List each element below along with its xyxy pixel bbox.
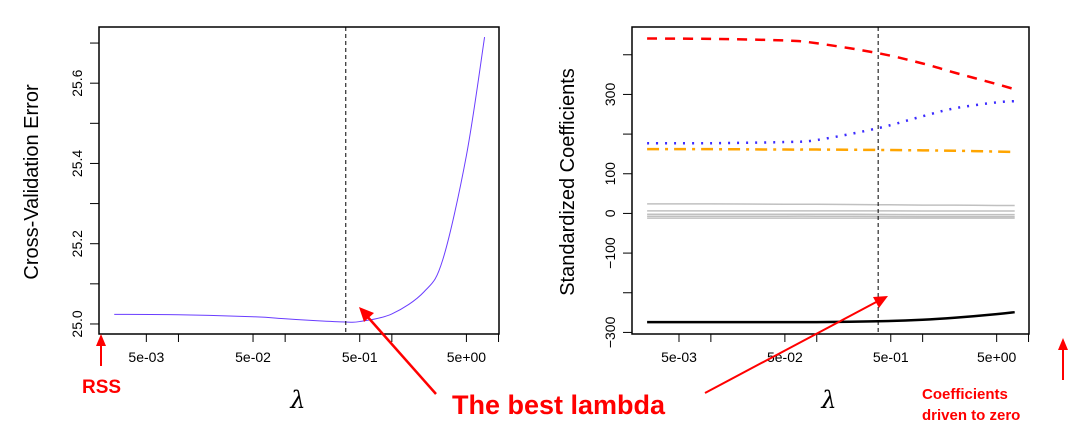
y-tick-label: −300 — [602, 316, 618, 348]
left-y-axis-label: Cross-Validation Error — [21, 84, 43, 280]
series-line-3 — [647, 203, 1015, 207]
left-x-axis-label: λ — [289, 386, 305, 414]
series-line-1 — [647, 99, 1015, 145]
coefficients-driven-label-2: driven to zero — [922, 407, 1020, 424]
best-lambda-arrowhead-left — [359, 307, 374, 322]
coefficients-driven-label-1: Coefficients — [922, 386, 1008, 403]
y-tick-label: 0 — [602, 209, 618, 217]
y-tick-label: 25.6 — [69, 69, 85, 96]
y-tick-label: 100 — [602, 162, 618, 186]
x-tick-label: 5e-03 — [661, 349, 697, 365]
zero-arrowhead — [1058, 338, 1068, 350]
rss-label: RSS — [82, 377, 121, 398]
coefficients-plot: 5e-03 5e-02 5e-01 5e+00 −300 −100 0 100 300 — [602, 26, 1030, 365]
series-line-0 — [647, 37, 1016, 91]
x-tick-label: 5e-02 — [235, 349, 271, 365]
x-tick-label: 5e-01 — [873, 349, 909, 365]
best-lambda-arrow-right — [704, 299, 881, 394]
y-tick-label: 300 — [602, 83, 618, 107]
rss-arrowhead — [96, 334, 106, 346]
best-lambda-arrowhead-right — [873, 296, 888, 308]
best-lambda-arrow-left — [365, 314, 437, 395]
y-tick-label: 25.4 — [69, 150, 85, 177]
series-line-0 — [114, 36, 486, 323]
x-tick-label: 5e-03 — [128, 349, 164, 365]
plot-frame — [98, 26, 500, 335]
series-line-2 — [647, 147, 1015, 154]
best-lambda-label: The best lambda — [452, 390, 666, 420]
plot-frame — [631, 26, 1030, 335]
y-tick-label: −100 — [602, 237, 618, 269]
series-line-8 — [647, 310, 1015, 324]
x-tick-label: 5e-02 — [767, 349, 803, 365]
right-x-axis-label: λ — [820, 386, 836, 414]
x-tick-label: 5e-01 — [342, 349, 378, 365]
cv-error-plot: 5e-03 5e-02 5e-01 5e+00 25.0 25.2 25.4 25.6 — [69, 26, 500, 365]
y-tick-label: 25.0 — [69, 310, 85, 337]
right-y-axis-label: Standardized Coefficients — [557, 68, 579, 296]
y-tick-label: 25.2 — [69, 230, 85, 257]
x-tick-label: 5e+00 — [447, 349, 487, 365]
x-tick-label: 5e+00 — [977, 349, 1017, 365]
annotations — [96, 296, 1068, 395]
